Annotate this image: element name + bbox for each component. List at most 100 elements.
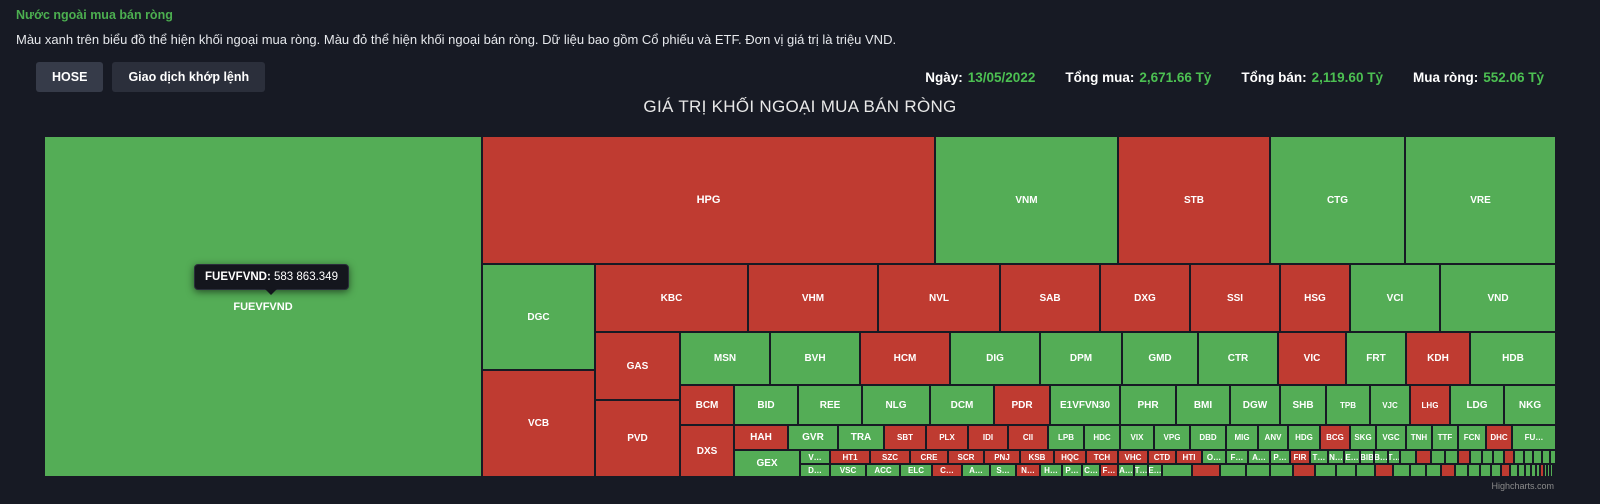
treemap-tile-sliver[interactable]: [1533, 450, 1542, 464]
treemap-tile-sliver[interactable]: [1525, 464, 1531, 477]
treemap-tile-sliver[interactable]: [1416, 450, 1431, 464]
treemap-tile-gmd[interactable]: GMD: [1122, 332, 1198, 385]
treemap-tile-a[interactable]: A…: [962, 464, 990, 477]
treemap-tile-vci[interactable]: VCI: [1350, 264, 1440, 332]
treemap-tile-sliver[interactable]: [1426, 464, 1441, 477]
treemap-tile-kdh[interactable]: KDH: [1406, 332, 1470, 385]
treemap-tile-sliver[interactable]: [1491, 464, 1501, 477]
treemap-tile-sliver[interactable]: [1555, 464, 1557, 477]
treemap-tile-sab[interactable]: SAB: [1000, 264, 1100, 332]
treemap-tile-bcg[interactable]: BCG: [1320, 425, 1350, 450]
treemap-tile-bcm[interactable]: BCM: [680, 385, 734, 425]
treemap-tile-sliver[interactable]: [1431, 450, 1445, 464]
treemap-tile-plx[interactable]: PLX: [926, 425, 968, 450]
treemap-tile-sliver[interactable]: [1458, 450, 1470, 464]
treemap-tile-sliver[interactable]: [1493, 450, 1504, 464]
treemap-tile-dxs[interactable]: DXS: [680, 425, 734, 477]
treemap-tile-ssi[interactable]: SSI: [1190, 264, 1280, 332]
treemap-tile-fir[interactable]: FIR: [1290, 450, 1310, 464]
treemap-tile-sliver[interactable]: [1162, 464, 1192, 477]
treemap-tile-lpb[interactable]: LPB: [1048, 425, 1084, 450]
treemap-tile-dgc[interactable]: DGC: [482, 264, 595, 370]
treemap-tile-ctg[interactable]: CTG: [1270, 136, 1405, 264]
treemap-tile-vnd[interactable]: VND: [1440, 264, 1556, 332]
treemap-tile-e1vfvn30[interactable]: E1VFVN30: [1050, 385, 1120, 425]
treemap-tile-pnj[interactable]: PNJ: [984, 450, 1020, 464]
treemap-tile-d[interactable]: D…: [800, 464, 830, 477]
treemap-tile-hsg[interactable]: HSG: [1280, 264, 1350, 332]
treemap-tile-n[interactable]: N…: [1328, 450, 1344, 464]
treemap-tile-f[interactable]: F…: [1100, 464, 1118, 477]
treemap-tile-pvd[interactable]: PVD: [595, 400, 680, 477]
treemap-tile-sliver[interactable]: [1550, 450, 1556, 464]
treemap-tile-sliver[interactable]: [1393, 464, 1410, 477]
treemap-tile-sliver[interactable]: [1445, 450, 1458, 464]
treemap-tile-stb[interactable]: STB: [1118, 136, 1270, 264]
treemap-tile-nvl[interactable]: NVL: [878, 264, 1000, 332]
treemap-tile-sliver[interactable]: [1336, 464, 1356, 477]
treemap-tile-sbt[interactable]: SBT: [884, 425, 926, 450]
treemap-tile-vix[interactable]: VIX: [1120, 425, 1154, 450]
treemap-tile-sliver[interactable]: [1504, 450, 1514, 464]
treemap-tile-nkg[interactable]: NKG: [1504, 385, 1556, 425]
treemap-tile-sliver[interactable]: [1547, 464, 1550, 477]
treemap-tile-skg[interactable]: SKG: [1350, 425, 1376, 450]
treemap-tile-vhc[interactable]: VHC: [1118, 450, 1148, 464]
treemap-tile-vjc[interactable]: VJC: [1370, 385, 1410, 425]
treemap-tile-cii[interactable]: CII: [1008, 425, 1048, 450]
treemap-tile-anv[interactable]: ANV: [1258, 425, 1288, 450]
treemap-tile-vcb[interactable]: VCB: [482, 370, 595, 477]
treemap-tile-sliver[interactable]: [1220, 464, 1246, 477]
treemap-tile-vsc[interactable]: VSC: [830, 464, 866, 477]
treemap-tile-sliver[interactable]: [1550, 464, 1553, 477]
treemap-tile-sliver[interactable]: [1375, 464, 1393, 477]
treemap-tile-gas[interactable]: GAS: [595, 332, 680, 400]
treemap-tile-sliver[interactable]: [1468, 464, 1480, 477]
treemap-tile-f[interactable]: F…: [1226, 450, 1248, 464]
treemap-tile-sliver[interactable]: [1293, 464, 1315, 477]
treemap-tile-fuevfvnd[interactable]: FUEVFVND: [44, 136, 482, 477]
treemap-tile-dgw[interactable]: DGW: [1230, 385, 1280, 425]
treemap-tile-sliver[interactable]: [1400, 450, 1416, 464]
treemap-tile-phr[interactable]: PHR: [1120, 385, 1176, 425]
treemap-tile-sliver[interactable]: [1482, 450, 1493, 464]
treemap-tile-hqc[interactable]: HQC: [1054, 450, 1086, 464]
treemap-tile-n[interactable]: N…: [1016, 464, 1040, 477]
treemap-tile-gvr[interactable]: GVR: [788, 425, 838, 450]
treemap-tile-scr[interactable]: SCR: [948, 450, 984, 464]
treemap-tile-kbc[interactable]: KBC: [595, 264, 748, 332]
treemap-tile-p[interactable]: P…: [1062, 464, 1082, 477]
treemap-tile-ctr[interactable]: CTR: [1198, 332, 1278, 385]
treemap-tile-h[interactable]: H…: [1040, 464, 1062, 477]
treemap-tile-c[interactable]: C…: [932, 464, 962, 477]
treemap-tile-bib[interactable]: BIB: [1360, 450, 1374, 464]
treemap-tile-sliver[interactable]: [1192, 464, 1220, 477]
treemap-tile-c[interactable]: C…: [1082, 464, 1100, 477]
treemap-tile-sliver[interactable]: [1455, 464, 1468, 477]
treemap-tile-o[interactable]: O…: [1202, 450, 1226, 464]
treemap-tile-ttf[interactable]: TTF: [1432, 425, 1458, 450]
treemap-tile-shb[interactable]: SHB: [1280, 385, 1326, 425]
treemap-tile-sliver[interactable]: [1356, 464, 1375, 477]
treemap-tile-t[interactable]: T…: [1310, 450, 1328, 464]
treemap-tile-vic[interactable]: VIC: [1278, 332, 1346, 385]
treemap-tile-acc[interactable]: ACC: [866, 464, 900, 477]
treemap-tile-msn[interactable]: MSN: [680, 332, 770, 385]
treemap-tile-frt[interactable]: FRT: [1346, 332, 1406, 385]
treemap-tile-t[interactable]: T…: [1134, 464, 1148, 477]
treemap-tile-dig[interactable]: DIG: [950, 332, 1040, 385]
treemap-tile-hdb[interactable]: HDB: [1470, 332, 1556, 385]
treemap-tile-dpm[interactable]: DPM: [1040, 332, 1122, 385]
treemap-tile-sliver[interactable]: [1518, 464, 1525, 477]
treemap-tile-gex[interactable]: GEX: [734, 450, 800, 477]
treemap-tile-ree[interactable]: REE: [798, 385, 862, 425]
treemap-tile-dhc[interactable]: DHC: [1486, 425, 1512, 450]
treemap-tile-fcn[interactable]: FCN: [1458, 425, 1486, 450]
treemap-tile-s[interactable]: S…: [990, 464, 1016, 477]
treemap-tile-e[interactable]: E…: [1344, 450, 1360, 464]
treemap-tile-idi[interactable]: IDI: [968, 425, 1008, 450]
treemap-tile-szc[interactable]: SZC: [870, 450, 910, 464]
treemap-tile-a[interactable]: A…: [1118, 464, 1134, 477]
treemap-tile-a[interactable]: A…: [1248, 450, 1270, 464]
treemap-tile-sliver[interactable]: [1441, 464, 1455, 477]
